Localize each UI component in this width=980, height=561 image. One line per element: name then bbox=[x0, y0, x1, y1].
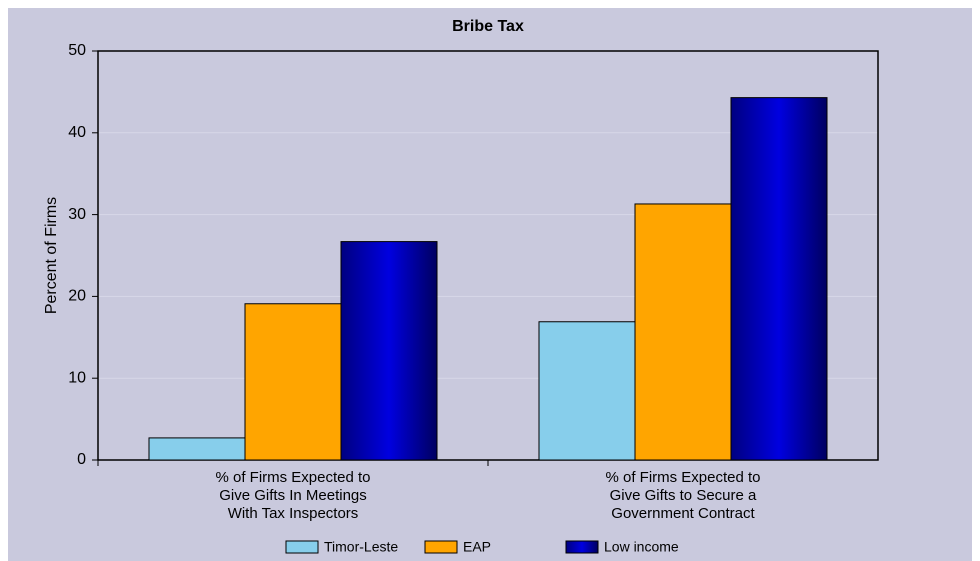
y-axis-ticks: 0 10 20 30 40 50 bbox=[68, 42, 98, 468]
y-tick-label: 50 bbox=[68, 42, 86, 59]
chart-title: Bribe Tax bbox=[452, 18, 524, 35]
y-tick-label: 0 bbox=[77, 451, 86, 468]
bar-timor-leste-2 bbox=[539, 322, 635, 460]
category-label-1-line-3: With Tax Inspectors bbox=[228, 505, 359, 522]
bar-eap-1 bbox=[245, 304, 341, 460]
chart-panel: Bribe Tax Percent of Firms 0 10 20 30 40 50 %… bbox=[8, 8, 972, 561]
bars bbox=[98, 98, 827, 466]
bar-chart: Bribe Tax Percent of Firms 0 10 20 30 40 50 %… bbox=[8, 8, 972, 561]
category-label-2-line-3: Government Contract bbox=[611, 505, 755, 522]
legend-label-1: Timor-Leste bbox=[324, 539, 398, 555]
bar-low-income-2 bbox=[731, 98, 827, 460]
category-label-2-line-2: Give Gifts to Secure a bbox=[610, 487, 757, 504]
legend: Timor-Leste EAP Low income bbox=[286, 539, 679, 555]
legend-swatch-2 bbox=[425, 541, 457, 553]
y-tick-label: 10 bbox=[68, 369, 86, 386]
category-label-1-line-2: Give Gifts In Meetings bbox=[219, 487, 367, 504]
legend-swatch-1 bbox=[286, 541, 318, 553]
y-tick-label: 20 bbox=[68, 288, 86, 305]
category-label-2-line-1: % of Firms Expected to bbox=[605, 469, 760, 486]
bar-eap-2 bbox=[635, 204, 731, 460]
bar-low-income-1 bbox=[341, 242, 437, 460]
category-label-1-line-1: % of Firms Expected to bbox=[215, 469, 370, 486]
legend-label-2: EAP bbox=[463, 539, 491, 555]
legend-swatch-3 bbox=[566, 541, 598, 553]
legend-label-3: Low income bbox=[604, 539, 679, 555]
y-tick-label: 40 bbox=[68, 124, 86, 141]
y-axis-label: Percent of Firms bbox=[43, 197, 60, 314]
y-tick-label: 30 bbox=[68, 206, 86, 223]
bar-timor-leste-1 bbox=[149, 438, 245, 460]
